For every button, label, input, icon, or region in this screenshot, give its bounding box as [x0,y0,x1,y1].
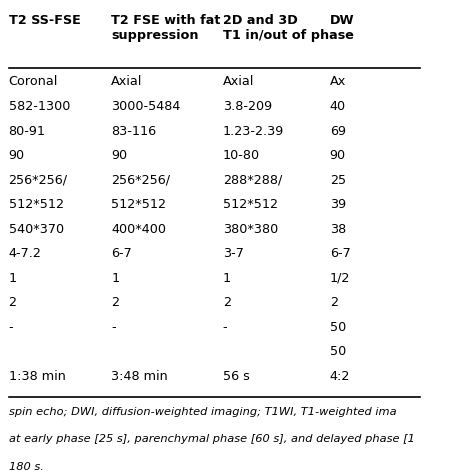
Text: spin echo; DWI, diffusion-weighted imaging; T1WI, T1-weighted ima: spin echo; DWI, diffusion-weighted imagi… [9,407,396,417]
Text: 512*512: 512*512 [9,198,64,211]
Text: 1: 1 [223,272,231,285]
Text: -: - [223,321,227,334]
Text: Coronal: Coronal [9,75,58,89]
Text: -: - [9,321,13,334]
Text: 90: 90 [9,149,25,162]
Text: 38: 38 [329,223,346,236]
Text: DW: DW [329,14,354,27]
Text: 10-80: 10-80 [223,149,260,162]
Text: 90: 90 [329,149,346,162]
Text: 1: 1 [9,272,17,285]
Text: 1:38 min: 1:38 min [9,370,65,383]
Text: 80-91: 80-91 [9,125,46,137]
Text: 2D and 3D
T1 in/out of phase: 2D and 3D T1 in/out of phase [223,14,354,42]
Text: 512*512: 512*512 [111,198,166,211]
Text: 1.23-2.39: 1.23-2.39 [223,125,284,137]
Text: 1: 1 [111,272,119,285]
Text: 25: 25 [329,173,346,187]
Text: 512*512: 512*512 [223,198,278,211]
Text: 56 s: 56 s [223,370,249,383]
Text: 6-7: 6-7 [329,247,350,260]
Text: at early phase [25 s], parenchymal phase [60 s], and delayed phase [1: at early phase [25 s], parenchymal phase… [9,434,414,445]
Text: 2: 2 [111,296,119,309]
Text: 288*288/: 288*288/ [223,173,282,187]
Text: 2: 2 [9,296,17,309]
Text: 50: 50 [329,345,346,358]
Text: 50: 50 [329,321,346,334]
Text: 256*256/: 256*256/ [111,173,170,187]
Text: T2 FSE with fat
suppression: T2 FSE with fat suppression [111,14,221,42]
Text: 6-7: 6-7 [111,247,132,260]
Text: 582-1300: 582-1300 [9,100,70,113]
Text: 180 s.: 180 s. [9,462,44,472]
Text: 540*370: 540*370 [9,223,64,236]
Text: 380*380: 380*380 [223,223,278,236]
Text: 3.8-209: 3.8-209 [223,100,272,113]
Text: Axial: Axial [223,75,254,89]
Text: 400*400: 400*400 [111,223,166,236]
Text: Ax: Ax [329,75,346,89]
Text: -: - [111,321,116,334]
Text: 3-7: 3-7 [223,247,244,260]
Text: 2: 2 [223,296,231,309]
Text: 4-7.2: 4-7.2 [9,247,41,260]
Text: Axial: Axial [111,75,143,89]
Text: T2 SS-FSE: T2 SS-FSE [9,14,80,27]
Text: 83-116: 83-116 [111,125,156,137]
Text: 40: 40 [329,100,346,113]
Text: 2: 2 [329,296,337,309]
Text: 69: 69 [329,125,346,137]
Text: 256*256/: 256*256/ [9,173,68,187]
Text: 4:2: 4:2 [329,370,350,383]
Text: 39: 39 [329,198,346,211]
Text: 3000-5484: 3000-5484 [111,100,181,113]
Text: 3:48 min: 3:48 min [111,370,168,383]
Text: 90: 90 [111,149,128,162]
Text: 1/2: 1/2 [329,272,350,285]
